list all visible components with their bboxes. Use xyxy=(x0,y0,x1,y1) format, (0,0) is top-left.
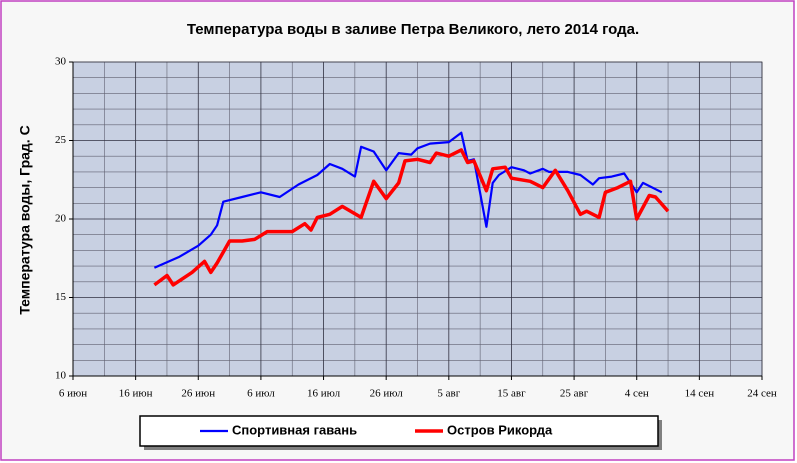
x-tick-label: 26 июн xyxy=(181,388,215,400)
legend-label: Остров Рикорда xyxy=(447,422,553,437)
series-line xyxy=(153,148,670,287)
x-tick-label: 14 сен xyxy=(685,388,715,400)
y-tick-label: 10 xyxy=(55,370,67,382)
x-tick-label: 5 авг xyxy=(437,388,460,400)
x-tick-label: 6 июл xyxy=(247,388,275,400)
x-tick-label: 25 авг xyxy=(560,388,589,400)
x-tick-label: 6 июн xyxy=(59,388,87,400)
plot: 10 15 20 25 30 6 июн 16 июн 26 июн 6 июл 16 июл 26… xyxy=(55,56,777,438)
x-tick-label: 16 июл xyxy=(307,388,341,400)
x-tick-label: 15 авг xyxy=(497,388,526,400)
y-tick-label: 25 xyxy=(55,134,67,146)
chart-title: Температура воды в заливе Петра Великого… xyxy=(187,21,639,38)
x-tick-label: 4 сен xyxy=(625,388,649,400)
y-tick-label: 15 xyxy=(55,291,67,303)
y-tick-label: 20 xyxy=(55,213,67,225)
y-axis-label: Температура воды, Град. С xyxy=(17,125,33,314)
x-tick-label: 16 июн xyxy=(119,388,153,400)
x-tick-label: 24 сен xyxy=(747,388,777,400)
series-line xyxy=(153,131,663,269)
legend-label: Спортивная гавань xyxy=(232,422,357,437)
y-tick-label: 30 xyxy=(55,56,67,68)
x-tick-label: 26 июл xyxy=(370,388,404,400)
